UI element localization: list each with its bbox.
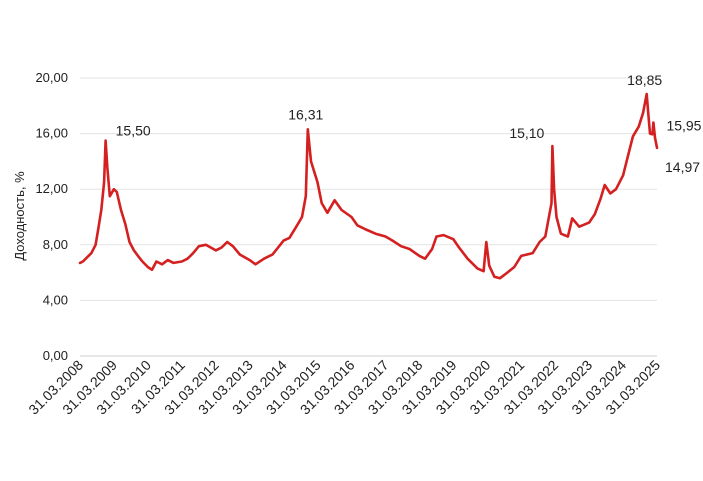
- y-tick-label: 8,00: [43, 237, 68, 252]
- gridlines: [80, 77, 657, 357]
- series: [78, 92, 659, 280]
- peak-label: 16,31: [288, 106, 323, 122]
- x-axis-ticks: 31.03.200831.03.200931.03.201031.03.2011…: [25, 357, 663, 418]
- peak-label: 15,95: [666, 117, 701, 133]
- y-axis-label: Доходность, %: [12, 171, 27, 261]
- y-tick-label: 4,00: [43, 292, 68, 307]
- peak-label: 15,50: [116, 123, 151, 139]
- y-tick-label: 12,00: [35, 181, 68, 196]
- y-tick-label: 20,00: [35, 70, 68, 85]
- series-line: [78, 92, 659, 280]
- peak-label: 18,85: [627, 72, 662, 88]
- y-axis-ticks: 0,00 4,00 8,00 12,00 16,00 20,00: [35, 70, 68, 363]
- annotations: 15,50 16,31 15,10 18,85 15,95 14,97: [116, 72, 702, 175]
- peak-label: 14,97: [665, 159, 700, 175]
- peak-label: 15,10: [509, 125, 544, 141]
- y-tick-label: 0,00: [43, 348, 68, 363]
- y-tick-label: 16,00: [35, 126, 68, 141]
